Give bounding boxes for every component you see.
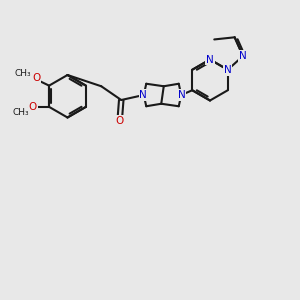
Text: O: O xyxy=(116,116,124,126)
Text: O: O xyxy=(29,102,37,112)
Text: CH₃: CH₃ xyxy=(13,108,29,117)
Text: N: N xyxy=(206,55,214,64)
Text: N: N xyxy=(178,90,186,100)
Text: N: N xyxy=(239,51,247,61)
Text: N: N xyxy=(140,90,147,100)
Text: CH₃: CH₃ xyxy=(15,69,32,78)
Text: N: N xyxy=(224,65,232,75)
Text: O: O xyxy=(32,73,40,83)
